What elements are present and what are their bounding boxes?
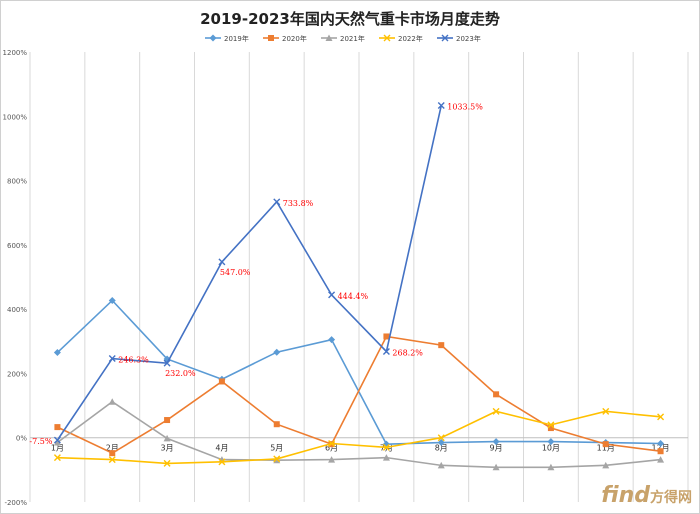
x-tick-label: 6月 bbox=[325, 444, 338, 453]
data-point bbox=[657, 456, 665, 463]
data-point bbox=[53, 439, 61, 446]
x-tick-label: 5月 bbox=[270, 444, 283, 453]
data-point bbox=[437, 434, 445, 442]
watermark-brand: find bbox=[601, 483, 650, 508]
data-point bbox=[657, 413, 665, 421]
legend-marker bbox=[325, 34, 333, 41]
data-point bbox=[547, 425, 554, 432]
data-point bbox=[163, 459, 171, 467]
data-point bbox=[218, 378, 225, 385]
y-tick-label: 800% bbox=[7, 178, 27, 186]
data-point bbox=[163, 434, 171, 442]
data-point bbox=[492, 463, 500, 471]
y-tick-label: 1200% bbox=[3, 49, 28, 57]
data-point bbox=[53, 349, 61, 357]
legend-marker bbox=[268, 35, 274, 41]
x-tick-label: 4月 bbox=[215, 444, 228, 453]
legend-label: 2021年 bbox=[340, 34, 365, 43]
data-point bbox=[547, 421, 555, 429]
data-label: 444.4% bbox=[338, 292, 369, 301]
chart-title: 2019-2023年国内天然气重卡市场月度走势 bbox=[200, 10, 500, 28]
data-label: 547.0% bbox=[220, 268, 251, 277]
data-point bbox=[493, 391, 500, 398]
x-tick-label: 3月 bbox=[161, 444, 174, 453]
y-tick-label: 600% bbox=[7, 242, 27, 250]
data-label: 268.2% bbox=[392, 349, 423, 358]
data-label: -7.5% bbox=[29, 437, 52, 446]
data-point bbox=[54, 424, 61, 431]
data-point bbox=[547, 438, 555, 446]
data-point bbox=[218, 258, 226, 266]
legend-marker bbox=[209, 34, 217, 42]
data-point bbox=[602, 461, 610, 469]
watermark-logo: find方得网 bbox=[601, 483, 692, 508]
data-point bbox=[108, 398, 116, 405]
data-point bbox=[492, 407, 500, 415]
series-line bbox=[56, 400, 661, 469]
legend-label: 2023年 bbox=[456, 34, 481, 43]
series-line bbox=[57, 335, 661, 455]
x-tick-label: 2月 bbox=[106, 444, 119, 453]
data-label: 733.8% bbox=[283, 199, 314, 208]
data-point bbox=[273, 198, 281, 206]
data-point bbox=[328, 440, 336, 447]
data-point bbox=[108, 355, 116, 363]
data-point bbox=[164, 417, 171, 424]
data-point bbox=[328, 456, 336, 463]
data-point bbox=[382, 454, 390, 461]
watermark-suffix: 方得网 bbox=[650, 490, 692, 506]
data-point bbox=[53, 454, 61, 462]
data-point bbox=[657, 440, 665, 447]
data-point bbox=[437, 439, 445, 447]
data-point bbox=[547, 463, 555, 471]
data-point bbox=[328, 291, 336, 299]
series-line bbox=[56, 105, 443, 441]
data-point bbox=[108, 456, 116, 464]
series-line bbox=[57, 410, 661, 465]
data-point bbox=[657, 448, 664, 455]
x-tick-label: 11月 bbox=[597, 444, 615, 453]
data-point bbox=[383, 333, 390, 340]
legend-label: 2019年 bbox=[224, 34, 249, 43]
data-point bbox=[218, 458, 226, 466]
data-point bbox=[437, 102, 445, 110]
data-point bbox=[492, 438, 500, 446]
data-point bbox=[273, 421, 280, 428]
data-point bbox=[273, 455, 281, 463]
legend-label: 2020年 bbox=[282, 34, 307, 43]
legend-marker bbox=[441, 34, 449, 42]
y-tick-label: 0% bbox=[16, 435, 27, 443]
x-tick-label: 8月 bbox=[435, 444, 448, 453]
data-point bbox=[382, 348, 390, 356]
data-point bbox=[437, 461, 445, 469]
data-point bbox=[109, 450, 116, 457]
legend-marker bbox=[383, 34, 391, 42]
data-point bbox=[108, 296, 116, 304]
y-tick-label: 400% bbox=[7, 306, 27, 314]
data-label: 232.0% bbox=[165, 369, 196, 378]
legend-label: 2022年 bbox=[398, 34, 423, 43]
x-tick-label: 10月 bbox=[542, 444, 560, 453]
data-point bbox=[382, 443, 390, 451]
data-point bbox=[273, 348, 281, 356]
x-tick-label: 1月 bbox=[51, 444, 64, 453]
data-label: 1033.5% bbox=[447, 103, 483, 112]
data-point bbox=[438, 342, 445, 349]
data-point bbox=[602, 407, 610, 415]
x-tick-label: 9月 bbox=[490, 444, 503, 453]
data-label: 246.3% bbox=[118, 356, 149, 365]
data-point bbox=[328, 336, 336, 344]
y-tick-label: 200% bbox=[7, 370, 27, 378]
data-point bbox=[163, 359, 171, 367]
data-point bbox=[53, 436, 61, 444]
y-tick-label: 1000% bbox=[3, 113, 28, 121]
y-tick-label: -200% bbox=[4, 499, 27, 507]
data-point bbox=[602, 441, 609, 448]
